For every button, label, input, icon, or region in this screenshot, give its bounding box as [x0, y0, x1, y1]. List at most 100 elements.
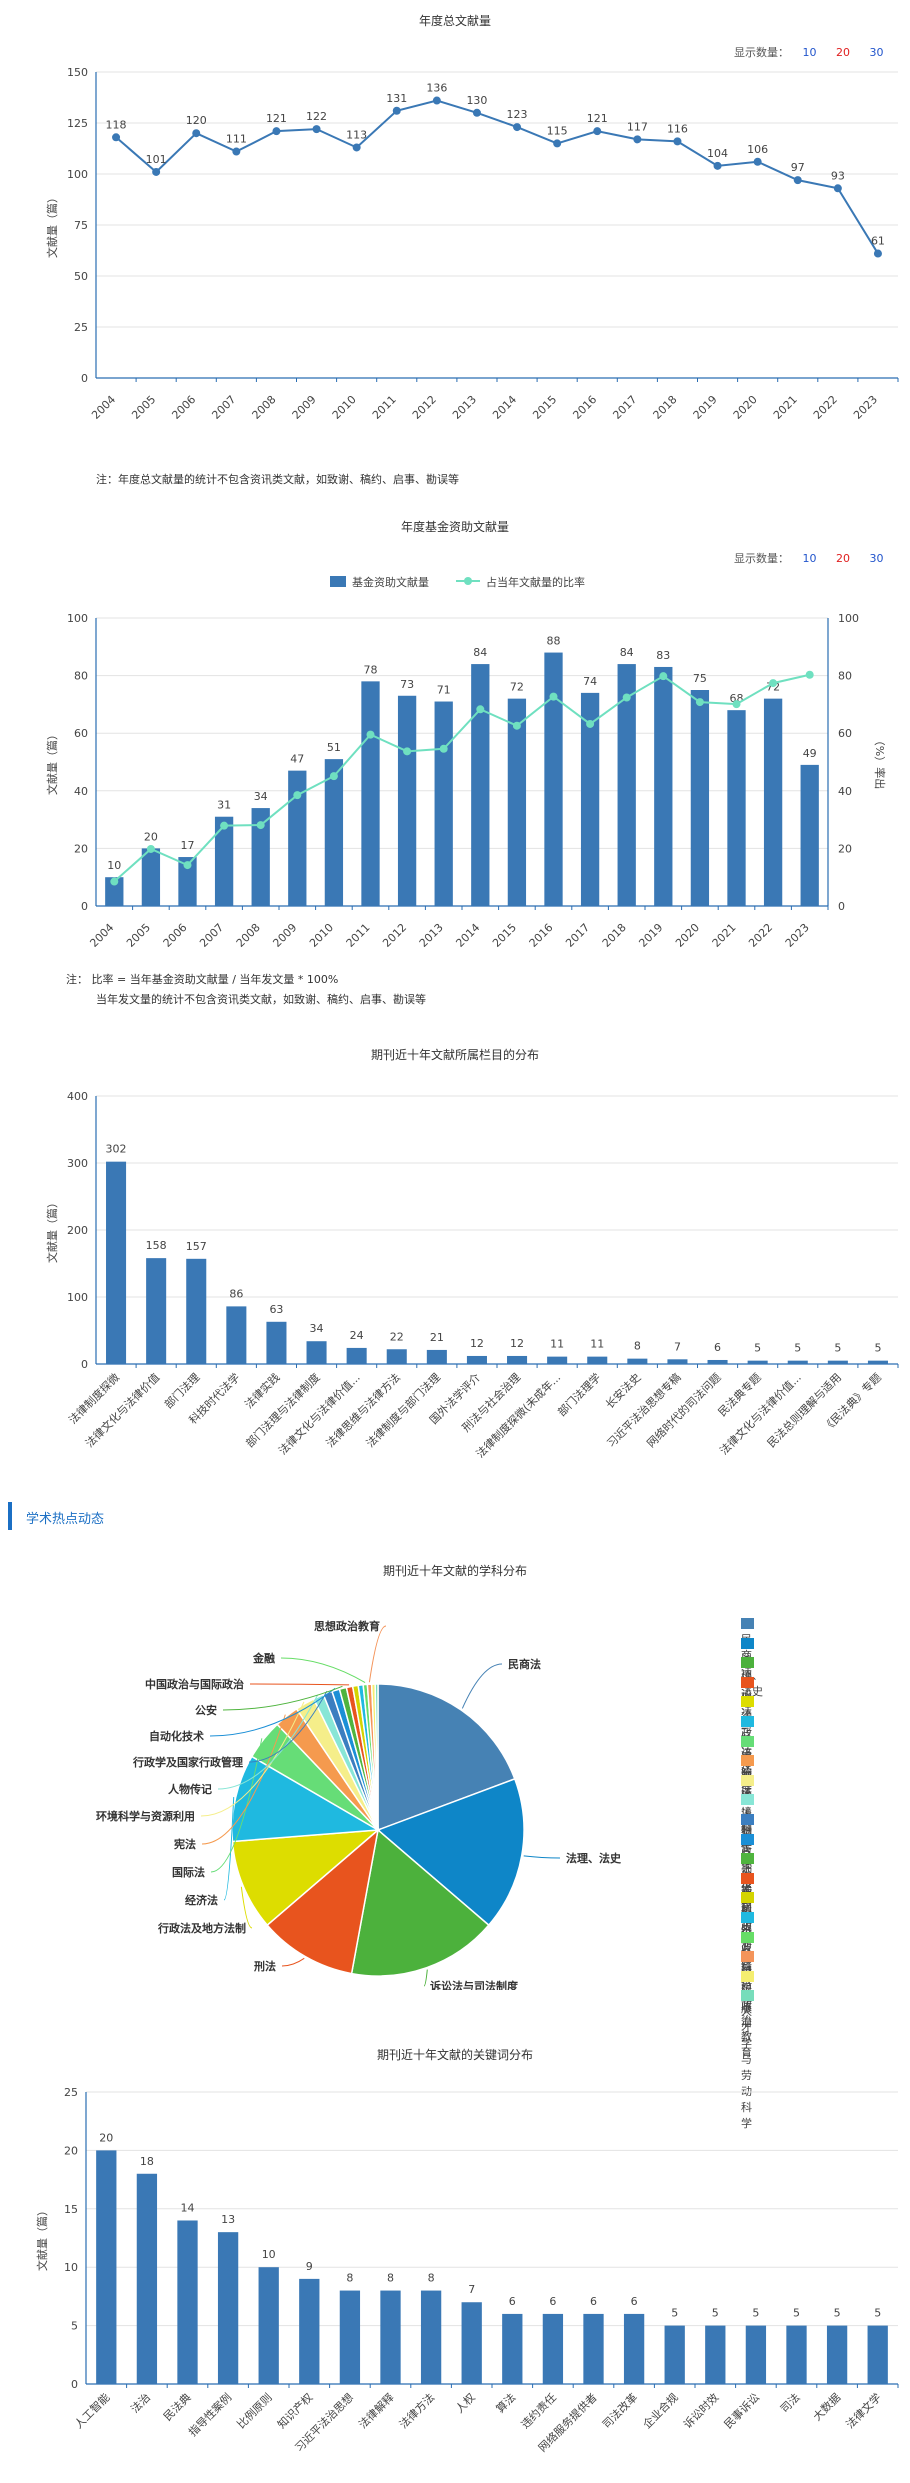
pie-leader-line — [280, 1657, 366, 1683]
legend-item[interactable]: 法理、法史 — [741, 1637, 763, 1698]
x-tick-label: 网络时代的司法问题 — [644, 1370, 724, 1450]
ratio-point — [110, 877, 119, 886]
legend-item[interactable]: 环境科学与资源利用 — [741, 1774, 758, 1931]
bar-label: 74 — [583, 675, 597, 688]
ratio-point — [256, 821, 265, 830]
display-count-option-30[interactable]: 30 — [869, 46, 884, 59]
legend-item[interactable]: 行政法及地方法制 — [741, 1696, 758, 1836]
keyword-chart-title: 期刊近十年文献的关键词分布 — [376, 2048, 533, 2062]
x-tick-label: 法律文学 — [843, 2390, 884, 2431]
legend-item[interactable]: 投资 — [741, 1892, 758, 1936]
x-tick-label: 2021 — [710, 921, 739, 950]
legend-item[interactable]: 人才学与劳动科学 — [741, 1990, 758, 2130]
legend-item[interactable]: 刑法 — [741, 1676, 758, 1721]
x-tick-label: 2009 — [270, 921, 299, 950]
fund-bar — [434, 701, 453, 906]
bar-label: 73 — [400, 678, 414, 691]
pie-label: 人物传记 — [168, 1782, 212, 1796]
bar — [707, 1359, 728, 1364]
pie-label: 国际法 — [172, 1865, 205, 1879]
x-tick-label: 民法典 — [160, 2390, 193, 2423]
data-label: 97 — [791, 161, 805, 174]
display-count-option-20[interactable]: 20 — [836, 46, 850, 59]
fund-bar — [324, 759, 344, 906]
legend-item[interactable]: 国际法 — [741, 1735, 758, 1796]
bar — [667, 1359, 688, 1364]
legend-swatch — [741, 1970, 754, 1982]
x-tick-label: 2015 — [530, 393, 559, 422]
bar — [502, 2313, 523, 2384]
legend-item[interactable]: 金融 — [741, 1931, 758, 1976]
bar-label: 6 — [590, 2295, 597, 2308]
bar-label: 86 — [229, 1287, 243, 1300]
bar — [627, 1358, 648, 1364]
legend-item[interactable]: 人物传记 — [741, 1794, 758, 1870]
legend-item[interactable]: 中国政治与国际政治 — [741, 1872, 758, 2029]
bar-label: 12 — [470, 1337, 484, 1350]
x-tick-label: 算法 — [493, 2390, 518, 2415]
bar — [258, 2267, 279, 2384]
x-tick-label: 2014 — [453, 921, 482, 950]
y-tick-label: 40 — [74, 785, 88, 798]
legend-item[interactable]: 民商法 — [741, 1618, 758, 1678]
x-tick-label: 2006 — [169, 393, 198, 422]
bar-label: 158 — [146, 1239, 167, 1252]
display-count-option-10[interactable]: 10 — [802, 46, 817, 59]
x-tick-label: 2013 — [417, 921, 446, 950]
bar-label: 5 — [834, 2307, 841, 2320]
legend-item[interactable]: 出版 — [741, 1970, 758, 2015]
bar-label: 5 — [874, 1342, 881, 1355]
pie-label: 经济法 — [185, 1893, 218, 1907]
legend-item[interactable]: 行政学及国家行政管理 — [741, 1814, 758, 1986]
ratio-series-line — [113, 673, 810, 883]
x-tick-label: 2015 — [490, 921, 519, 950]
bar-label: 20 — [144, 830, 158, 843]
bar-label: 31 — [217, 799, 231, 812]
y-tick-label: 60 — [74, 727, 88, 740]
bar-label: 13 — [221, 2213, 235, 2226]
data-point — [873, 249, 882, 258]
data-label: 111 — [226, 133, 247, 146]
data-label: 115 — [547, 124, 568, 137]
bar — [623, 2313, 645, 2384]
display-count-option-20-2[interactable]: 20 — [836, 552, 850, 565]
bar — [226, 1306, 247, 1364]
bar-label: 11 — [550, 1338, 564, 1351]
fund-bar — [178, 857, 197, 906]
legend-item[interactable]: 诉讼法与司法制度 — [741, 1657, 758, 1797]
x-tick-label: 人权 — [453, 2391, 478, 2416]
pie-slice — [266, 1828, 380, 1975]
data-point — [713, 161, 722, 170]
y2-axis-title: （%）率出 — [873, 735, 887, 789]
display-count-option-10-2[interactable]: 10 — [802, 552, 817, 565]
y-tick-label: 75 — [74, 219, 88, 232]
display-count-option-30-2[interactable]: 30 — [869, 552, 884, 565]
fund-chart-note-2: 当年发文量的统计不包含资讯类文献，如致谢、稿约、启事、勘误等 — [96, 993, 426, 1006]
data-point — [753, 157, 762, 166]
legend-item[interactable]: 经济法 — [741, 1716, 758, 1776]
y-tick-label: 125 — [67, 117, 88, 130]
bar-label: 12 — [510, 1337, 524, 1350]
x-tick-label: 长安法史 — [602, 1370, 643, 1411]
x-tick-label: 2005 — [129, 393, 158, 422]
legend-item[interactable]: 思想政治教育 — [741, 1951, 758, 2059]
pie-label: 环境科学与资源利用 — [96, 1809, 195, 1823]
pie-label: 法理、法史 — [566, 1851, 622, 1865]
ratio-point — [329, 772, 338, 781]
legend-item[interactable]: 公安 — [741, 1853, 758, 1897]
ratio-point — [549, 692, 558, 701]
x-tick-label: 2019 — [691, 393, 720, 422]
legend-item[interactable]: 宪法 — [741, 1755, 758, 1799]
x-tick-label: 2017 — [610, 393, 639, 422]
bar-label: 21 — [430, 1331, 444, 1344]
legend-item[interactable]: 企业经济 — [741, 1912, 758, 1988]
bar — [826, 2325, 848, 2384]
legend-item[interactable]: 自动化技术 — [741, 1833, 758, 1926]
y2-tick-label: 60 — [838, 727, 852, 740]
bar-label: 84 — [473, 646, 487, 659]
display-count-label-2: 显示数量： — [734, 552, 789, 565]
data-point — [553, 139, 562, 148]
data-label: 93 — [831, 169, 845, 182]
fund-bar — [141, 848, 161, 906]
bar — [186, 1258, 207, 1364]
